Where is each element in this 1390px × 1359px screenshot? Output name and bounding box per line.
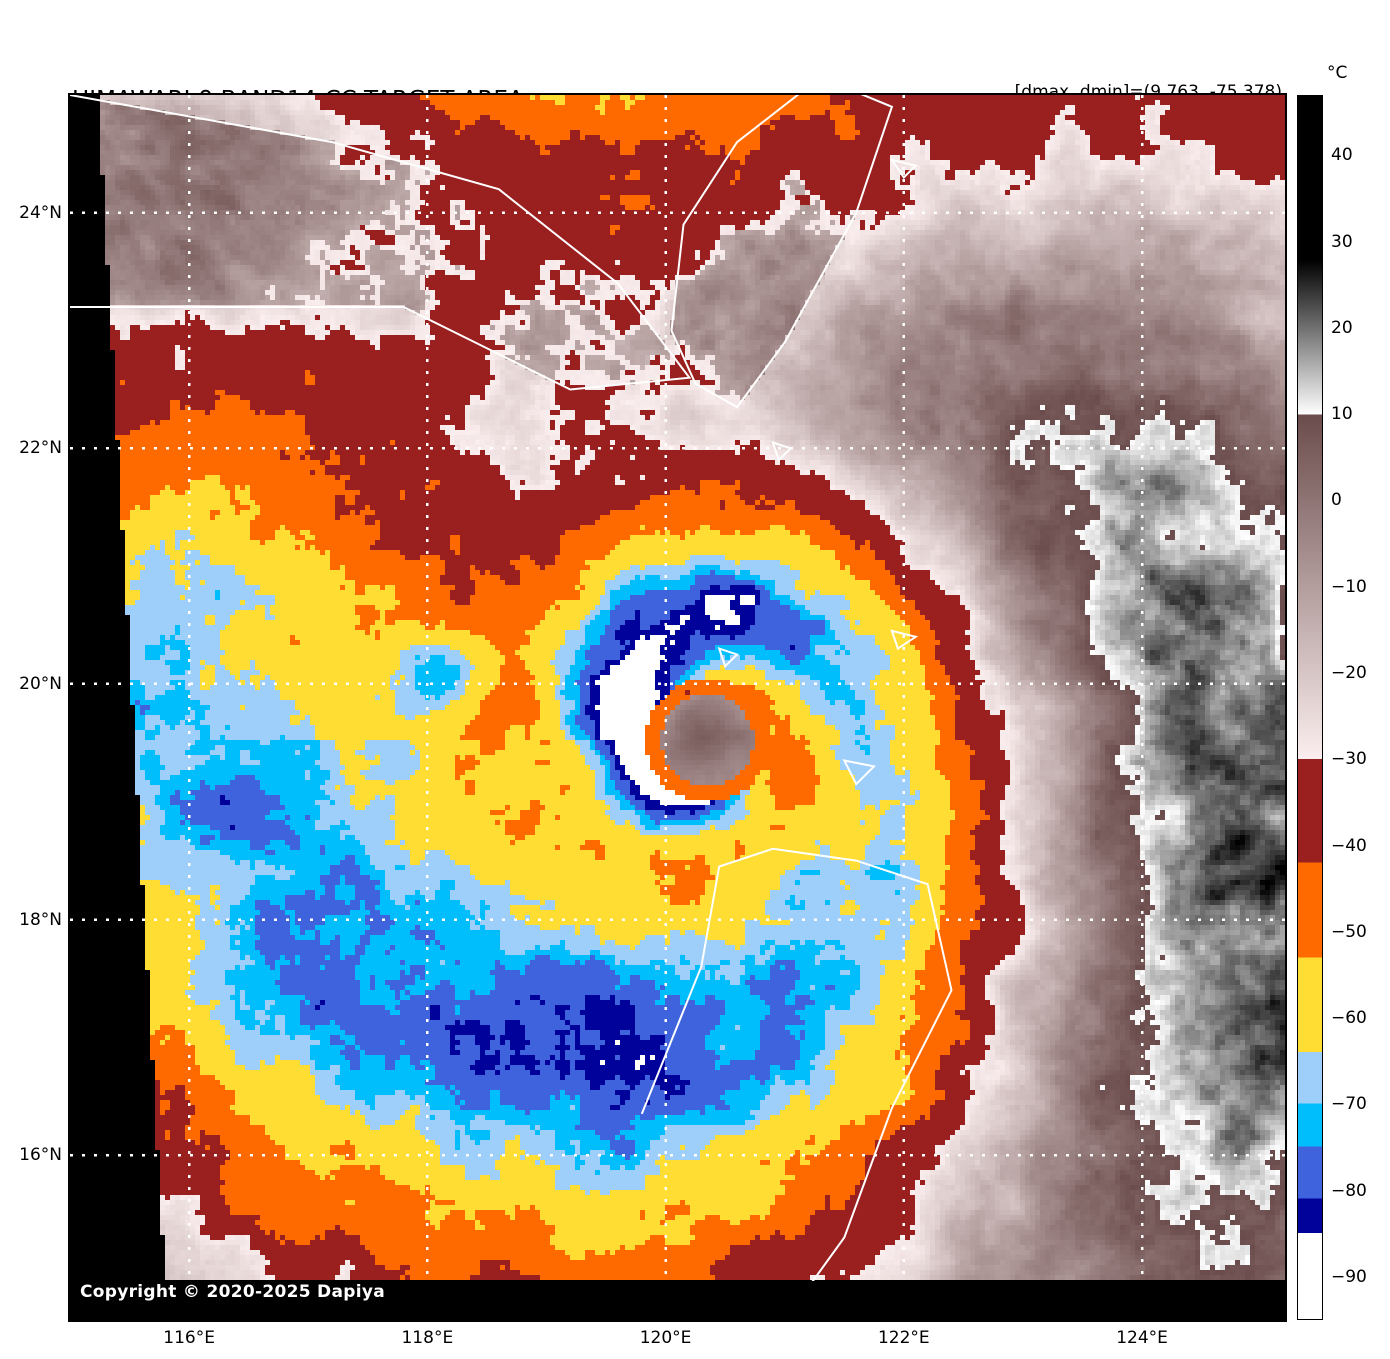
colorbar-tick-label: −40	[1331, 836, 1367, 856]
colorbar-tick-label: 30	[1331, 232, 1353, 252]
x-tick-label: 122°E	[878, 1328, 930, 1348]
ir-brightness-temperature-map	[70, 95, 1285, 1320]
coastline-overlay	[70, 95, 953, 1320]
satellite-imagery-canvas[interactable]	[70, 95, 1285, 1320]
x-tick-label: 120°E	[640, 1328, 692, 1348]
copyright-label: Copyright © 2020-2025 Dapiya	[80, 1282, 385, 1302]
x-tick-label: 116°E	[163, 1328, 215, 1348]
colorbar-tick-label: 20	[1331, 318, 1353, 338]
x-tick-label: 118°E	[401, 1328, 453, 1348]
y-tick-label: 20°N	[19, 674, 62, 694]
x-tick-label: 124°E	[1116, 1328, 1168, 1348]
y-tick-label: 24°N	[19, 203, 62, 223]
colorbar-tick-label: 40	[1331, 145, 1353, 165]
copyright-strip	[70, 1281, 1285, 1320]
colorbar[interactable]	[1297, 95, 1323, 1320]
colorbar-tick-labels: 40 30 20 10 0 −10 −20 −30 −40 −50 −60 −70 −80 −90	[1325, 95, 1389, 1320]
colorbar-tick-label: 10	[1331, 404, 1353, 424]
lat-lon-gridlines	[70, 95, 1285, 1320]
colorbar-tick-label: −90	[1331, 1267, 1367, 1287]
colorbar-tick-label: −70	[1331, 1094, 1367, 1114]
colorbar-tick-label: −80	[1331, 1181, 1367, 1201]
y-tick-label: 16°N	[19, 1145, 62, 1165]
y-tick-label: 18°N	[19, 910, 62, 930]
longitude-axis: 116°E 118°E 120°E 122°E 124°E	[70, 1328, 1285, 1358]
colorbar-tick-label: −10	[1331, 577, 1367, 597]
colorbar-tick-label: 0	[1331, 490, 1342, 510]
colorbar-unit-label: °C	[1327, 63, 1347, 83]
y-tick-label: 22°N	[19, 438, 62, 458]
colorbar-tick-label: −20	[1331, 663, 1367, 683]
colorbar-tick-label: −30	[1331, 749, 1367, 769]
colorbar-tick-label: −60	[1331, 1008, 1367, 1028]
colorbar-tick-label: −50	[1331, 922, 1367, 942]
latitude-axis: 24°N 22°N 20°N 18°N 16°N	[0, 95, 62, 1320]
